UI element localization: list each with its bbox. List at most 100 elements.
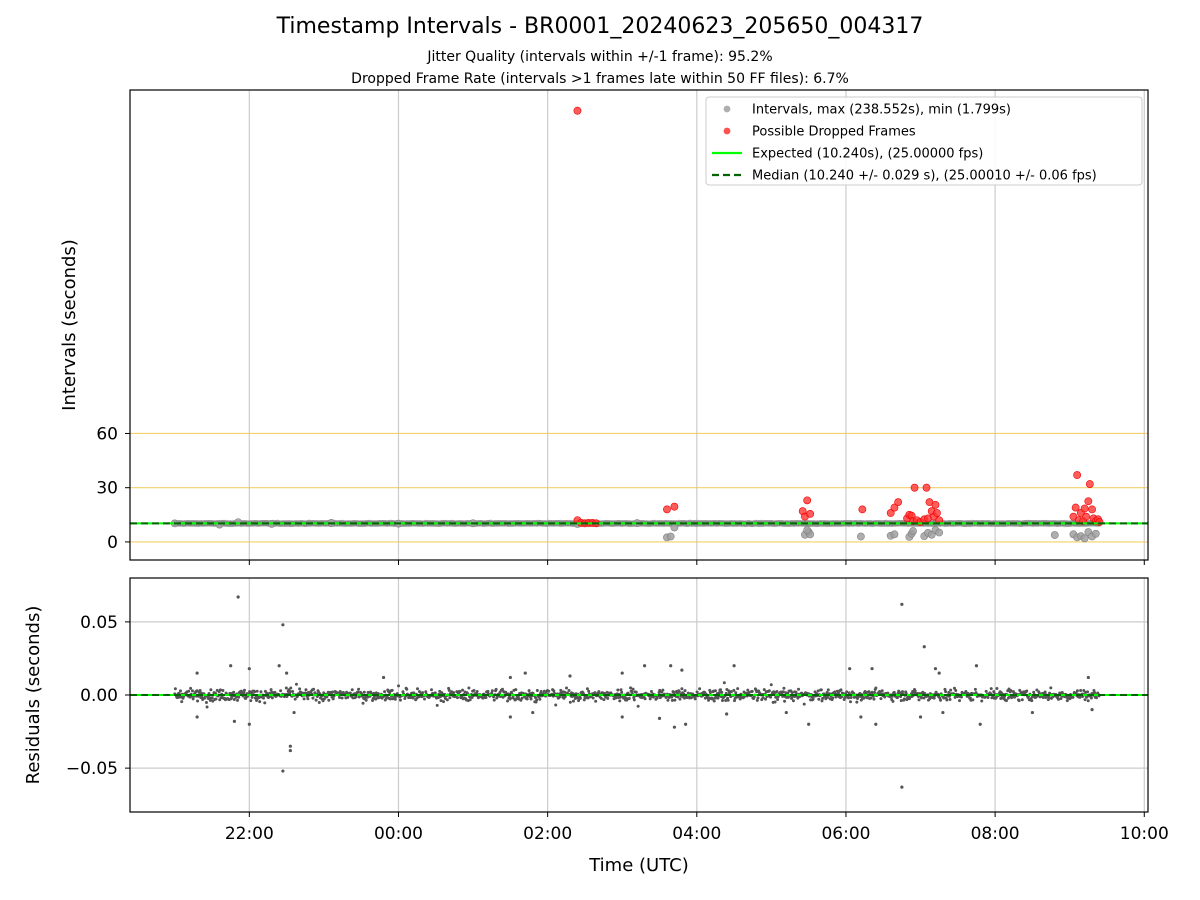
residual-point xyxy=(762,688,766,692)
residual-point xyxy=(180,700,184,704)
bottom-y-tick-label: 0.05 xyxy=(80,613,118,633)
residual-point xyxy=(535,688,539,692)
residual-point xyxy=(263,701,267,705)
residual-point xyxy=(717,691,721,695)
residual-point xyxy=(769,683,773,687)
residual-point xyxy=(1041,695,1045,699)
residual-point xyxy=(484,695,488,699)
residual-point xyxy=(616,688,620,692)
residual-point xyxy=(486,689,490,693)
residual-point xyxy=(807,722,811,726)
residual-point xyxy=(218,688,222,692)
residual-point xyxy=(693,697,697,701)
residual-point xyxy=(732,688,736,692)
residual-point xyxy=(708,691,712,695)
residual-point xyxy=(383,690,387,694)
top-y-axis-label: Intervals (seconds) xyxy=(59,239,80,411)
legend-marker xyxy=(723,105,731,113)
residual-point xyxy=(582,698,586,702)
residual-point xyxy=(1065,699,1069,703)
residual-point xyxy=(506,699,510,703)
residual-point xyxy=(354,695,358,699)
residual-point xyxy=(821,696,825,700)
residual-point xyxy=(826,695,830,699)
residual-point xyxy=(366,690,370,694)
dropped-frame-point xyxy=(1084,497,1093,506)
interval-point xyxy=(1080,534,1089,543)
residual-point xyxy=(364,698,368,702)
residual-point xyxy=(381,675,386,680)
residual-point xyxy=(855,700,859,704)
residual-point xyxy=(802,702,806,706)
legend: Intervals, max (238.552s), min (1.799s) P… xyxy=(705,96,1143,186)
residual-point xyxy=(429,688,433,692)
residual-point xyxy=(756,696,760,700)
residual-point xyxy=(707,698,711,702)
residual-point xyxy=(859,715,863,719)
residual-point xyxy=(190,689,194,693)
residual-point xyxy=(895,696,899,700)
residual-point xyxy=(527,689,531,693)
residual-point xyxy=(1078,695,1082,699)
residual-point xyxy=(670,698,674,702)
residual-point xyxy=(229,664,233,668)
residual-point xyxy=(237,695,241,699)
residual-point xyxy=(293,697,297,701)
interval-point xyxy=(935,528,944,537)
interval-point xyxy=(666,532,675,541)
residual-point xyxy=(995,686,999,690)
residual-point xyxy=(178,689,182,693)
dropped-frame-point xyxy=(910,483,919,492)
residual-point xyxy=(689,696,693,700)
residual-point xyxy=(902,697,906,701)
residual-point xyxy=(1086,675,1090,680)
residual-point xyxy=(999,691,1003,695)
interval-point xyxy=(670,523,679,532)
residual-point xyxy=(362,690,366,694)
interval-point xyxy=(234,518,243,527)
residual-point xyxy=(585,687,589,691)
residual-point xyxy=(289,686,293,690)
residual-point xyxy=(1030,699,1034,703)
residual-point xyxy=(255,699,259,703)
interval-point xyxy=(890,530,899,539)
residual-point xyxy=(221,688,225,692)
residual-point xyxy=(187,689,191,693)
residual-point xyxy=(327,698,331,702)
residual-point xyxy=(249,699,253,703)
residual-point xyxy=(626,691,630,695)
residual-point xyxy=(695,690,699,694)
residual-point xyxy=(591,696,595,700)
residual-point xyxy=(819,688,823,692)
residual-point xyxy=(726,698,730,702)
residual-point xyxy=(634,690,638,694)
dropped-frame-point xyxy=(886,509,895,517)
residual-point xyxy=(1017,699,1021,703)
residual-point xyxy=(772,690,776,694)
residual-point xyxy=(917,698,921,702)
residual-point xyxy=(899,699,903,703)
residual-point xyxy=(872,697,876,701)
residual-point xyxy=(953,695,957,699)
residual-point xyxy=(423,697,427,701)
residual-point xyxy=(439,699,443,703)
residual-point xyxy=(508,675,512,680)
residual-point xyxy=(340,696,344,700)
residual-point xyxy=(247,722,251,726)
residual-point xyxy=(547,689,551,693)
residual-point xyxy=(559,688,563,692)
residual-point xyxy=(874,722,878,726)
interval-point xyxy=(1050,531,1059,539)
residual-point xyxy=(725,712,729,716)
residual-point xyxy=(797,687,801,691)
residual-point xyxy=(870,667,874,671)
residual-point xyxy=(630,690,634,694)
residual-point xyxy=(195,715,199,719)
residual-point xyxy=(538,697,542,701)
residual-point xyxy=(279,689,283,693)
residual-point xyxy=(620,715,624,719)
residual-point xyxy=(913,689,917,693)
residual-point xyxy=(284,686,288,690)
residual-point xyxy=(189,686,193,690)
dropped-frame-point xyxy=(894,498,903,507)
